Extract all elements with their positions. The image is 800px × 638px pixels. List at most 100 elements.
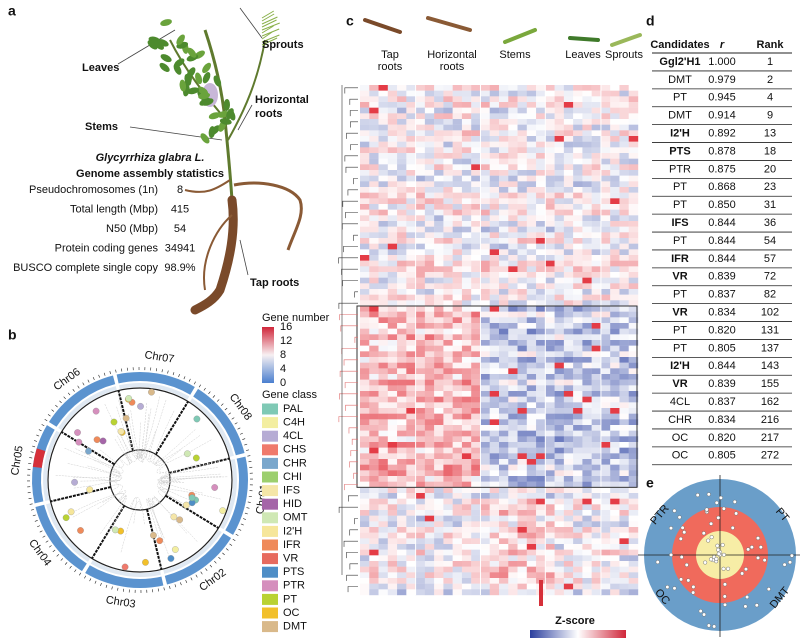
link-line (87, 465, 122, 482)
heatmap-cell (471, 470, 481, 477)
heatmap-cell (415, 464, 426, 471)
heatmap-cell (452, 192, 463, 199)
heatmap-cell (517, 589, 527, 596)
heatmap-cell (378, 578, 388, 584)
gene-dot (148, 388, 155, 396)
heatmap-cell (517, 379, 527, 386)
heatmap-cell (499, 238, 509, 244)
heatmap-cell (406, 583, 416, 590)
heatmap-cell (610, 402, 620, 409)
heatmap-cell (387, 192, 398, 199)
heatmap-cell (610, 357, 620, 363)
heatmap-cell (526, 277, 537, 284)
chromosome-tick (218, 556, 221, 560)
heatmap-cell (526, 555, 537, 562)
heatmap-cell (406, 589, 416, 596)
heatmap-cell (554, 408, 565, 414)
heatmap-cell (582, 317, 592, 324)
heatmap-cell (628, 566, 639, 573)
heatmap-cell (610, 447, 620, 454)
heatmap-cell (489, 374, 500, 380)
heatmap-cell (582, 447, 592, 454)
heatmap-cell (415, 277, 426, 284)
heatmap-cell (554, 226, 565, 233)
heatmap-cell (600, 419, 611, 426)
heatmap-cell (619, 481, 629, 488)
heatmap-cell (582, 481, 592, 488)
heatmap-cell (406, 396, 416, 403)
chromosome-label: Chr07 (144, 349, 175, 366)
heatmap-cell (526, 589, 537, 596)
heatmap-cell (461, 306, 472, 312)
heatmap-cell (526, 459, 537, 465)
heatmap-cell (360, 544, 370, 550)
heatmap-cell (536, 294, 546, 301)
heatmap-cell (600, 408, 611, 414)
heatmap-cell (545, 476, 555, 482)
colorbar-label: 16 (280, 321, 292, 333)
heatmap-cell (387, 85, 398, 91)
heatmap-cell (573, 158, 583, 165)
heatmap-cell (517, 578, 527, 584)
heatmap-cell (360, 255, 370, 261)
heatmap-cell (489, 345, 500, 352)
heatmap-cell (554, 532, 565, 539)
heatmap-cell (545, 198, 555, 205)
heatmap-cell (443, 192, 453, 199)
heatmap-cell (610, 413, 620, 420)
heatmap-cell (452, 504, 463, 511)
heatmap-cell (499, 589, 509, 596)
heatmap-cell (434, 510, 444, 516)
r-value: 0.834 (708, 307, 736, 319)
heatmap-cell (369, 391, 379, 397)
heatmap-cell (434, 130, 444, 137)
heatmap-cell (499, 317, 509, 324)
heatmap-cell (471, 544, 481, 550)
link-line (161, 460, 219, 483)
heatmap-cell (378, 442, 388, 448)
heatmap-cell (526, 249, 537, 256)
heatmap-cell (545, 141, 555, 148)
heatmap-cell (563, 481, 574, 488)
r-value: 0.834 (708, 414, 736, 426)
heatmap-cell (536, 277, 546, 284)
heatmap-cell (600, 521, 611, 528)
heatmap-cell (415, 442, 426, 448)
heatmap-cell (526, 396, 537, 403)
heatmap-cell (415, 192, 426, 199)
chromosome-tick (52, 549, 56, 553)
heatmap-cell (406, 317, 416, 324)
heatmap-cell (415, 374, 426, 380)
heatmap-cell (489, 153, 500, 159)
heatmap-cell (591, 272, 602, 278)
heatmap-cell (536, 396, 546, 403)
heatmap-cell (554, 130, 565, 137)
heatmap-cell (452, 345, 463, 352)
heatmap-cell (378, 357, 388, 363)
sprout (261, 19, 277, 28)
heatmap-cell (610, 130, 620, 137)
heatmap-cell (397, 578, 407, 584)
heatmap-cell (443, 306, 453, 312)
heatmap-cell (628, 328, 639, 335)
link-line (73, 468, 121, 489)
heatmap-cell (461, 170, 472, 176)
heatmap-cell (387, 107, 398, 114)
heatmap-cell (628, 589, 639, 596)
dendrogram (350, 121, 358, 128)
heatmap-cell (415, 170, 426, 176)
heatmap-cell (424, 527, 435, 533)
dendrogram (349, 98, 358, 105)
heatmap-cell (610, 493, 620, 499)
heatmap-cell (406, 487, 416, 494)
heatmap-cell (406, 294, 416, 301)
candidate-dot (723, 602, 728, 607)
colorbar-label: 0 (280, 377, 286, 389)
heatmap-cell (610, 181, 620, 188)
heatmap-cell (489, 272, 500, 278)
heatmap-cell (406, 515, 416, 522)
heatmap-cell (526, 504, 537, 511)
heatmap-cell (545, 124, 555, 131)
heatmap-cell (452, 260, 463, 267)
heatmap-cell (415, 493, 426, 499)
